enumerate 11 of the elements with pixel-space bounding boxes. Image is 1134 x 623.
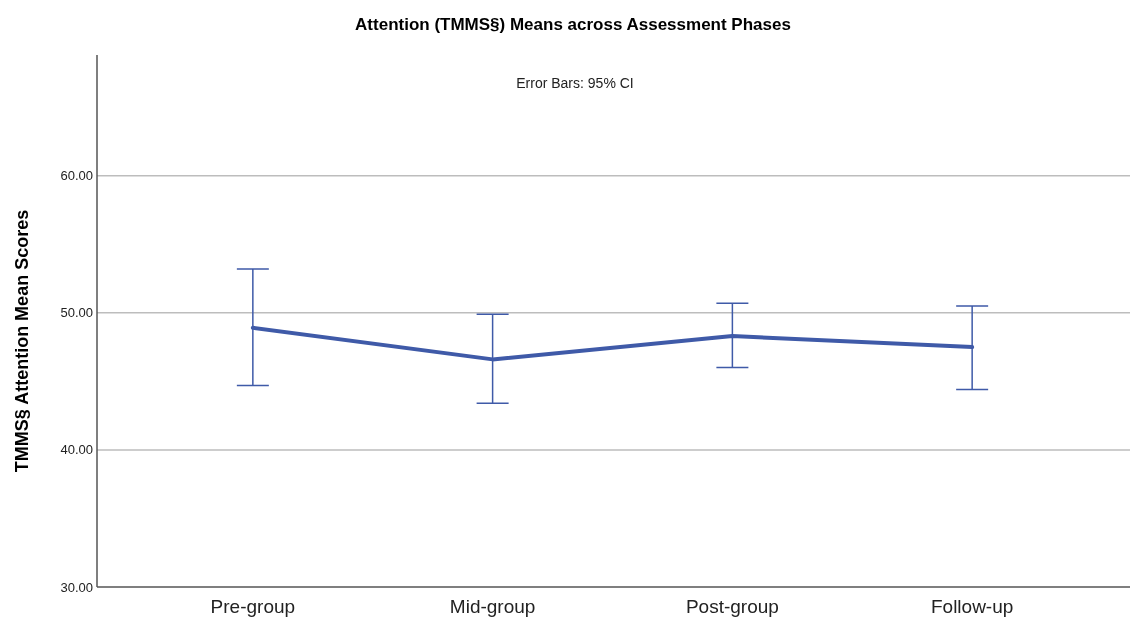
x-tick-label: Mid-group — [449, 596, 536, 617]
chart-title: Attention (TMMS§) Means across Assessment Phases — [355, 15, 791, 34]
y-tick-label: 30.00 — [60, 579, 93, 595]
annotation: Error Bars: 95% CI — [516, 75, 634, 91]
x-tick-label: Pre-group — [210, 596, 296, 617]
y-tick-label: 60.00 — [60, 168, 93, 184]
x-tick-label: Post-group — [685, 596, 779, 617]
x-tick-label: Follow-up — [930, 596, 1014, 617]
y-tick-label: 40.00 — [60, 442, 93, 458]
y-axis-title: TMMS§ Attention Mean Scores — [12, 209, 32, 473]
y-tick-label: 50.00 — [60, 305, 93, 321]
